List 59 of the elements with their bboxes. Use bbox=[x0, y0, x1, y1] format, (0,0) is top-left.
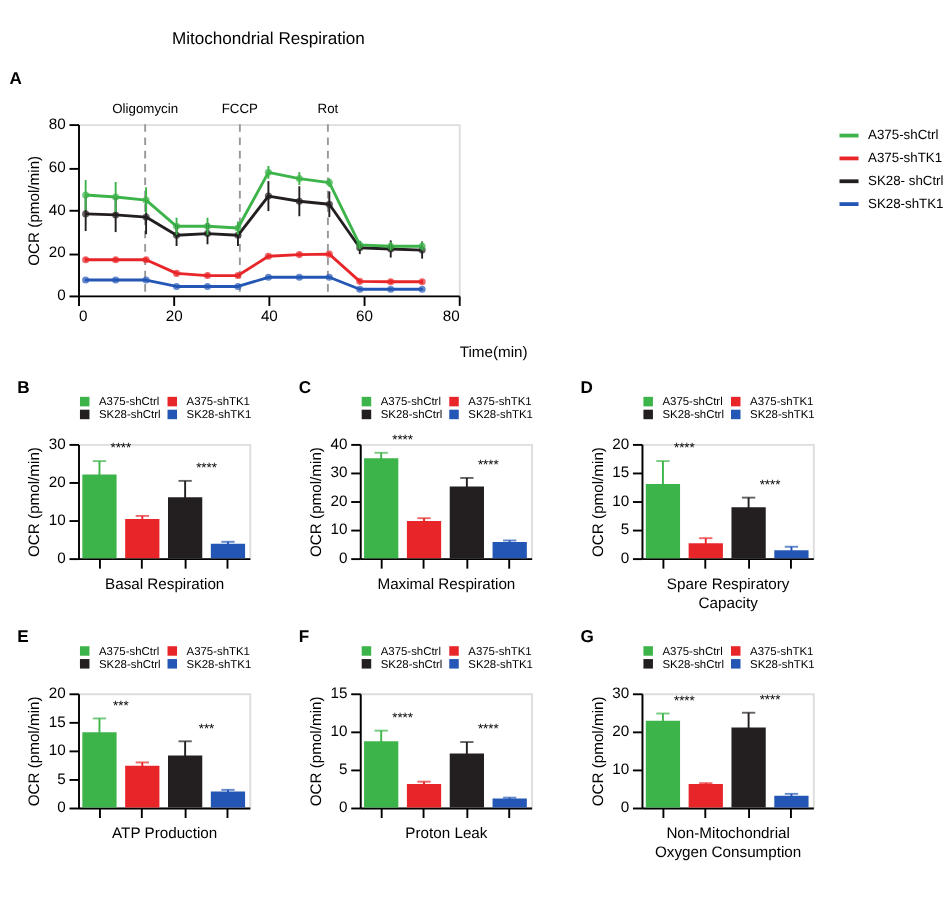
text: B bbox=[17, 376, 30, 397]
text: G bbox=[580, 625, 595, 646]
y-tick-label: 80 bbox=[48, 114, 66, 133]
x-axis-title: Non-Mitochondrial Oxygen Consumption bbox=[654, 824, 802, 862]
y-tick-label: 15 bbox=[330, 684, 348, 703]
x-axis-title: Spare Respiratory Capacity bbox=[666, 574, 790, 612]
y-tick-label: 30 bbox=[330, 463, 348, 482]
y-tick-label: 20 bbox=[612, 434, 630, 453]
y-tick-label: 20 bbox=[48, 684, 66, 703]
y-tick-label: 0 bbox=[57, 548, 66, 567]
x-tick-label: 0 bbox=[79, 307, 88, 326]
y-tick-label: 0 bbox=[338, 798, 348, 817]
y-tick-label: 10 bbox=[612, 491, 630, 510]
y-tick-label: 10 bbox=[330, 722, 348, 741]
y-tick-label: 40 bbox=[48, 200, 66, 219]
y-axis-title: OCR (pmol/min) bbox=[306, 446, 325, 557]
x-tick-label: 20 bbox=[165, 307, 183, 326]
y-tick-label: 5 bbox=[57, 769, 66, 788]
x-axis-title: Proton Leak bbox=[405, 824, 488, 842]
y-axis-title: OCR (pmol/min) bbox=[25, 154, 44, 266]
y-tick-label: 0 bbox=[338, 548, 348, 567]
y-tick-label: 5 bbox=[338, 760, 348, 779]
text: A bbox=[9, 68, 22, 89]
y-axis-title: OCR (pmol/min) bbox=[588, 695, 607, 807]
x-axis-title: Basal Respiration bbox=[105, 574, 225, 593]
text: E bbox=[17, 625, 30, 646]
y-axis-title: OCR (pmol/min) bbox=[306, 695, 325, 807]
x-tick-label: 80 bbox=[442, 307, 460, 326]
text: F bbox=[298, 625, 310, 646]
y-tick-label: 10 bbox=[48, 741, 66, 760]
y-tick-label: 0 bbox=[620, 798, 630, 817]
y-tick-label: 10 bbox=[48, 510, 66, 529]
y-tick-label: 20 bbox=[612, 722, 630, 741]
x-axis-title: ATP Production bbox=[112, 824, 218, 842]
y-tick-label: 15 bbox=[48, 712, 66, 731]
y-tick-label: 15 bbox=[612, 463, 630, 482]
y-tick-label: 5 bbox=[620, 520, 630, 539]
y-axis-title: OCR (pmol/min) bbox=[25, 695, 44, 807]
text: C bbox=[298, 376, 312, 397]
y-tick-label: 0 bbox=[620, 548, 630, 567]
x-tick-label: 40 bbox=[260, 307, 278, 326]
y-tick-label: 20 bbox=[48, 243, 66, 262]
y-tick-label: 40 bbox=[330, 434, 348, 453]
y-tick-label: 20 bbox=[48, 472, 66, 491]
y-tick-label: 30 bbox=[612, 684, 630, 703]
x-axis-title: Time(min) bbox=[459, 343, 529, 362]
y-tick-label: 0 bbox=[57, 798, 66, 817]
y-tick-label: 30 bbox=[48, 434, 66, 453]
x-axis-title: Maximal Respiration bbox=[377, 574, 516, 593]
chart-title: Mitochondrial Respiration bbox=[171, 28, 366, 49]
y-tick-label: 20 bbox=[330, 491, 348, 510]
text: D bbox=[580, 376, 593, 397]
y-axis-title: OCR (pmol/min) bbox=[25, 446, 44, 557]
y-tick-label: 60 bbox=[48, 157, 66, 176]
y-axis-title: OCR (pmol/min) bbox=[588, 446, 607, 557]
y-tick-label: 0 bbox=[57, 286, 66, 305]
x-tick-label: 60 bbox=[356, 307, 374, 326]
y-tick-label: 10 bbox=[330, 520, 348, 539]
y-tick-label: 10 bbox=[612, 760, 630, 779]
